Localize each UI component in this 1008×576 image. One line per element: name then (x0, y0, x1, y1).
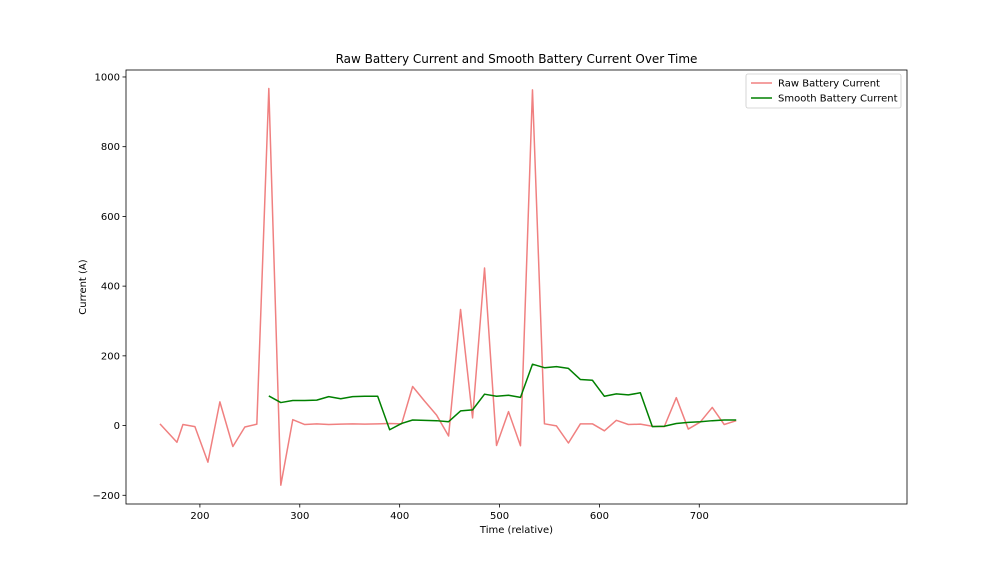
x-tick-label: 500 (490, 511, 509, 522)
x-tick-label: 400 (390, 511, 409, 522)
legend-box (745, 73, 902, 109)
y-tick-label: 400 (101, 282, 120, 293)
chart-title: Raw Battery Current and Smooth Battery C… (336, 52, 698, 66)
y-tick-label: 1000 (95, 72, 120, 83)
x-tick-label: 300 (290, 511, 309, 522)
x-tick-label: 700 (690, 511, 709, 522)
series-line-raw-battery-current (159, 87, 737, 486)
y-tick-label: 600 (101, 212, 120, 223)
x-tick-label: 600 (590, 511, 609, 522)
x-axis-label: Time (relative) (479, 525, 553, 536)
y-tick-label: 0 (114, 421, 120, 432)
y-tick-label: −200 (93, 491, 120, 502)
x-tick-label: 200 (190, 511, 209, 522)
legend-label: Smooth Battery Current (778, 94, 898, 105)
axis-ticks: 200 300 400 500 600 700 −200 0 200 400 600 800 1000 (93, 72, 709, 522)
plot-frame (125, 69, 908, 505)
y-axis-label: Current (A) (78, 259, 89, 314)
y-tick-label: 200 (101, 351, 120, 362)
legend-label: Raw Battery Current (778, 79, 880, 90)
y-tick-label: 800 (101, 142, 120, 153)
series-line-smooth-battery-current (268, 363, 737, 431)
legend: Raw Battery Current Smooth Battery Curren… (745, 73, 902, 109)
